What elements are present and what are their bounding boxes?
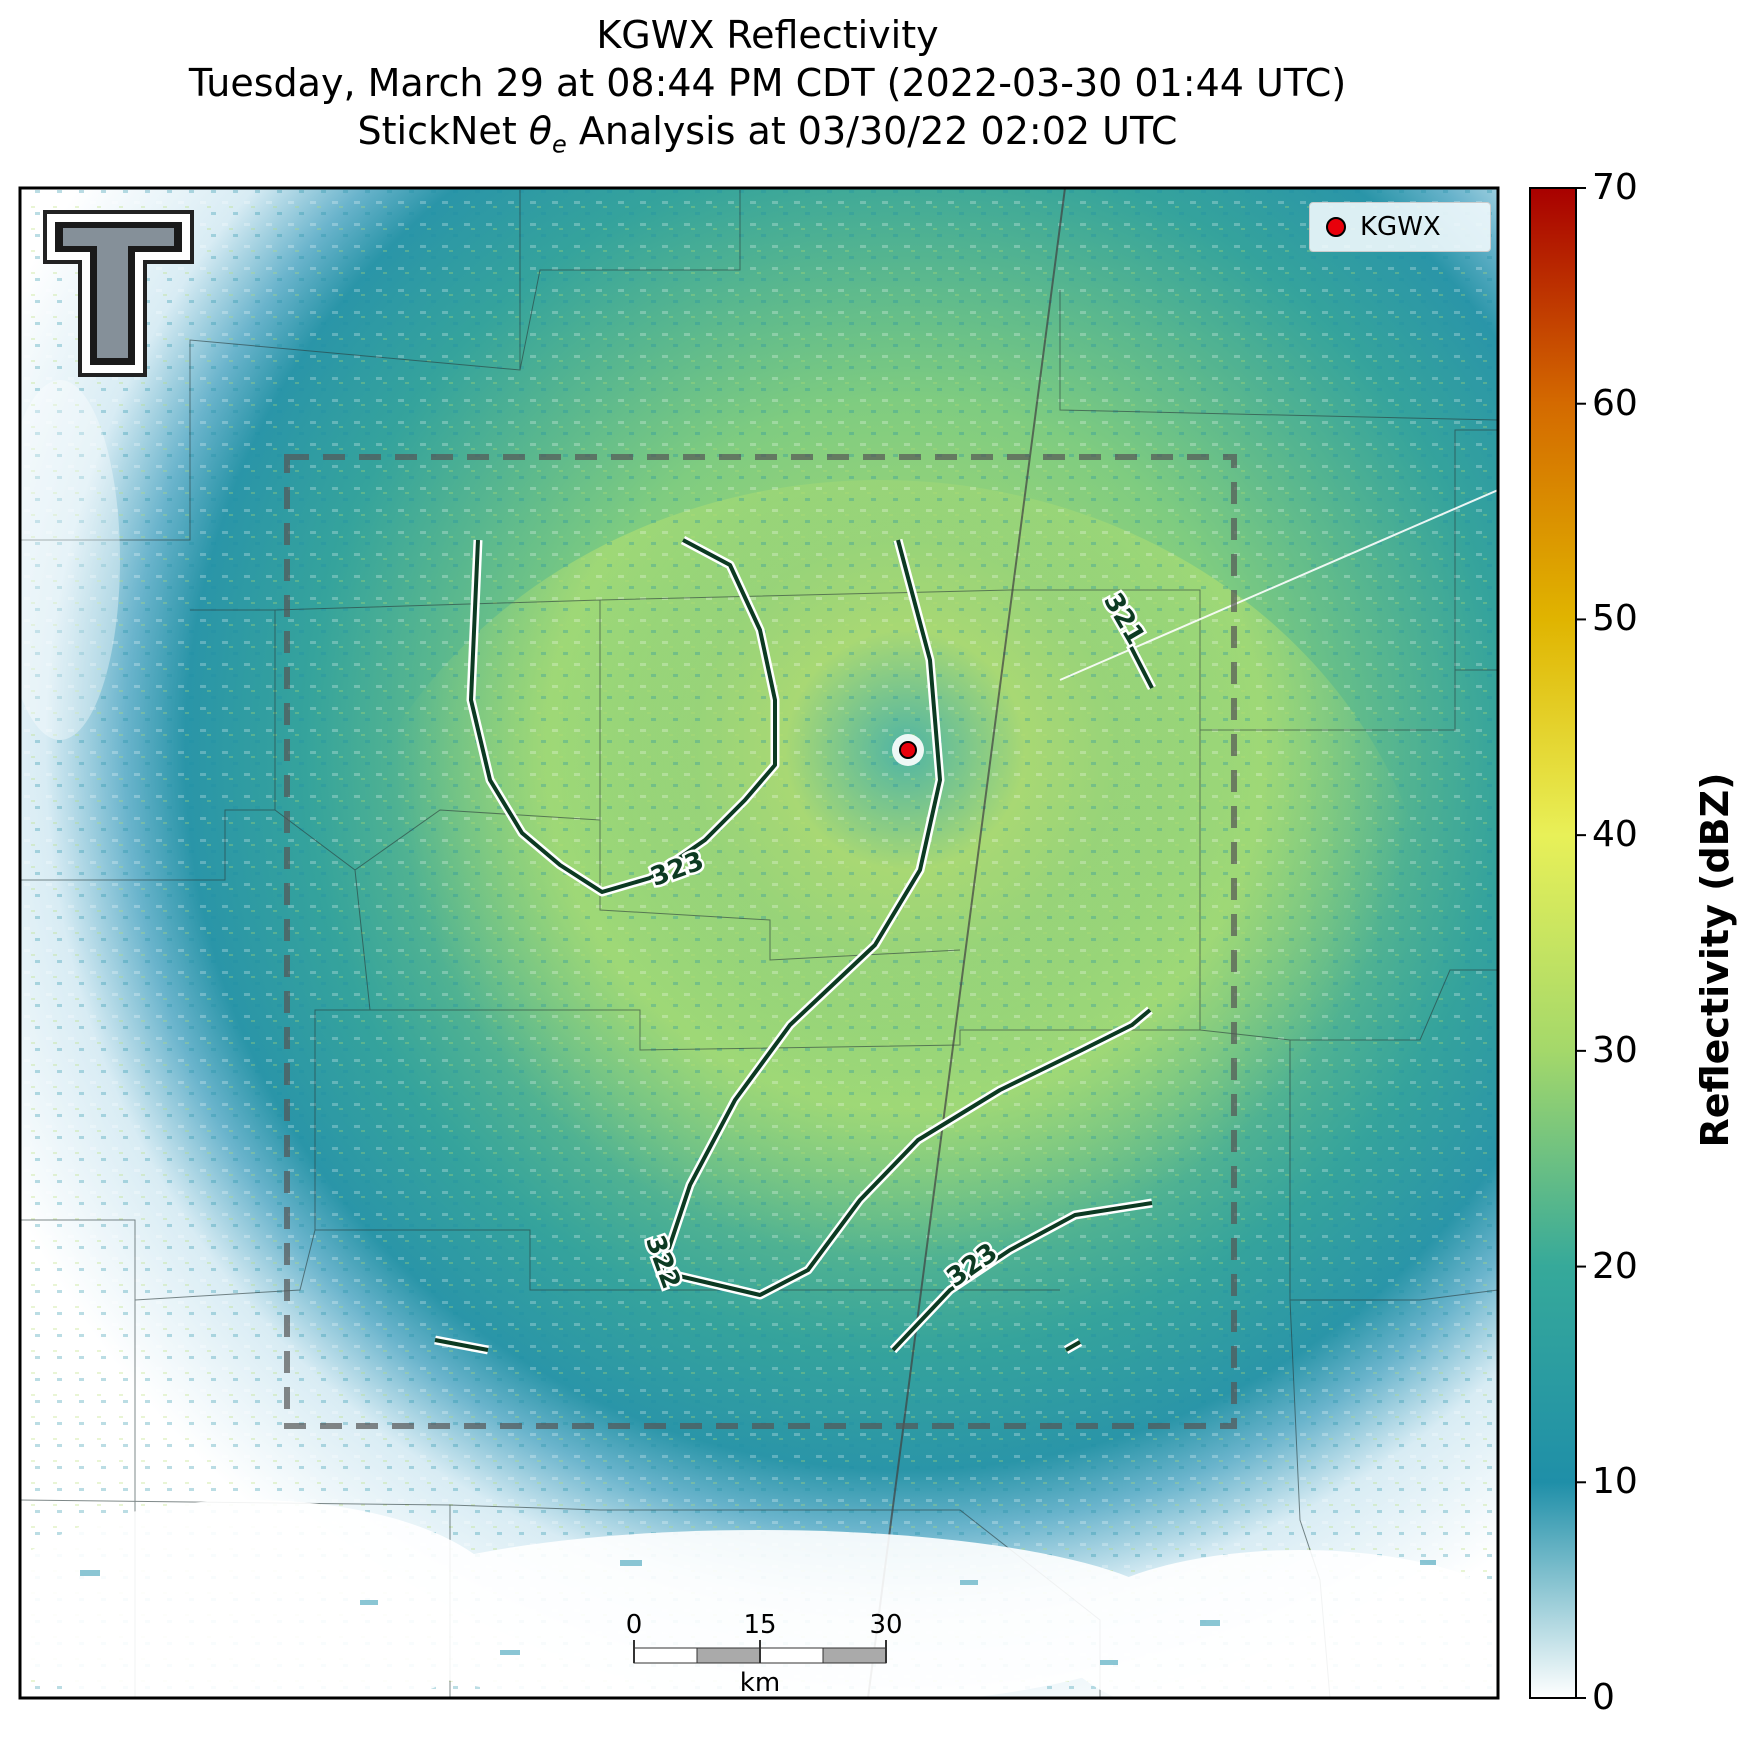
colorbar-tick-label: 70 bbox=[1592, 167, 1638, 208]
scale-tick-30: 30 bbox=[869, 1610, 903, 1640]
colorbar bbox=[1529, 187, 1586, 1699]
colorbar-tick-label: 30 bbox=[1592, 1029, 1638, 1071]
colorbar-tick-label: 20 bbox=[1592, 1245, 1638, 1287]
analysis-domain-box bbox=[284, 454, 1237, 1429]
colorbar-label: Reflectivity (dBZ) bbox=[1693, 772, 1737, 1148]
scale-unit: km bbox=[739, 1668, 781, 1698]
scale-tick-15: 15 bbox=[743, 1610, 777, 1640]
scale-tick-0: 0 bbox=[625, 1610, 643, 1640]
title-line-2: Tuesday, March 29 at 08:44 PM CDT (2022-… bbox=[188, 61, 1347, 105]
colorbar-tick-label: 50 bbox=[1592, 598, 1638, 640]
university-logo: T bbox=[43, 210, 194, 377]
colorbar-tick-label: 0 bbox=[1592, 1677, 1615, 1718]
contour-321 bbox=[1125, 642, 1157, 691]
legend-label: KGWX bbox=[1360, 212, 1441, 242]
theta-e-contours bbox=[434, 536, 1157, 1355]
radar-site-marker[interactable] bbox=[899, 741, 917, 759]
contour-323-west bbox=[466, 536, 780, 897]
map-legend: KGWX bbox=[1309, 202, 1491, 252]
colorbar-tick-label: 10 bbox=[1592, 1461, 1638, 1503]
radar-site-legend-icon bbox=[1326, 217, 1346, 237]
radar-reflectivity-field: 323 322 321 323 T bbox=[20, 188, 1498, 1698]
scale-bar bbox=[633, 1640, 887, 1664]
colorbar-tick-label: 60 bbox=[1592, 382, 1638, 424]
contour-323-southeast bbox=[889, 1198, 1153, 1354]
title-line-3: StickNet θe Analysis at 03/30/22 02:02 U… bbox=[357, 109, 1178, 159]
title-line-1: KGWX Reflectivity bbox=[596, 13, 939, 57]
colorbar-tick-label: 40 bbox=[1592, 814, 1638, 856]
map-frame bbox=[18, 186, 1500, 1700]
contour-322 bbox=[655, 538, 1153, 1300]
